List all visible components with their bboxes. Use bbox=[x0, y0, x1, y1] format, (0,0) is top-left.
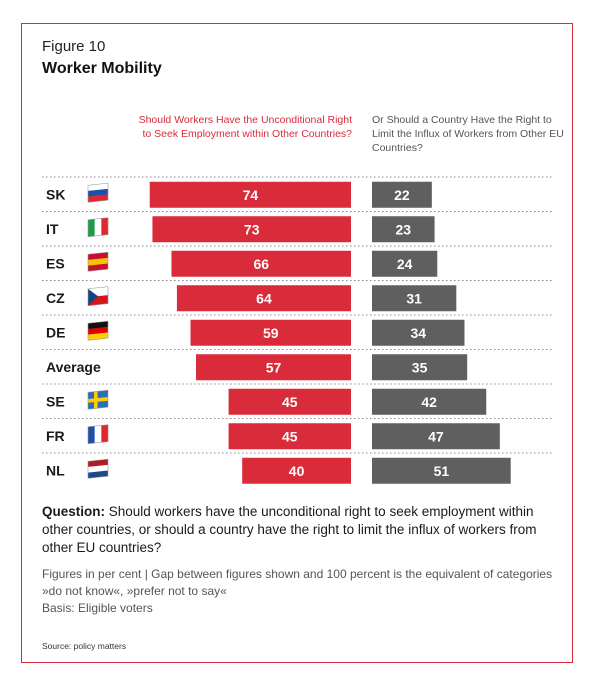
category-label: IT bbox=[46, 221, 59, 237]
bar-left-value: 40 bbox=[289, 463, 305, 479]
left-column-header: Should Workers Have the Unconditional Ri… bbox=[138, 114, 352, 140]
bar-left-value: 57 bbox=[266, 359, 282, 375]
bar-left-value: 74 bbox=[243, 187, 259, 203]
bar-left-value: 45 bbox=[282, 394, 298, 410]
bar-left-es bbox=[171, 250, 351, 277]
bar-right-average bbox=[372, 354, 468, 381]
figure-frame: Figure 10 Worker Mobility Should Workers… bbox=[21, 23, 573, 663]
flag-spain-icon bbox=[87, 251, 109, 272]
bar-left-value: 73 bbox=[244, 221, 260, 237]
flag-czechia-icon bbox=[87, 286, 109, 307]
bar-right-de bbox=[372, 319, 465, 346]
bar-chart-svg: SK 74 22 IT 73 23 ES 66 24 CZ 64 31 DE 59 34 Average 57 3… bbox=[42, 176, 554, 484]
figure-label: Figure 10 bbox=[42, 38, 106, 55]
category-label: ES bbox=[46, 255, 65, 271]
bar-right-value: 47 bbox=[428, 428, 444, 444]
flag-germany-icon bbox=[87, 320, 109, 341]
bar-right-it bbox=[372, 216, 435, 243]
bar-left-it bbox=[152, 216, 351, 243]
flag-sweden-icon bbox=[87, 389, 109, 410]
category-label: SE bbox=[46, 393, 65, 409]
bar-right-nl bbox=[372, 457, 511, 484]
bar-right-cz bbox=[372, 285, 457, 312]
question-label: Question: bbox=[42, 504, 105, 519]
figure-title: Worker Mobility bbox=[42, 60, 162, 77]
bar-chart: SK 74 22 IT 73 23 ES 66 24 CZ 64 31 DE 59 34 Average 57 3… bbox=[22, 174, 574, 484]
bar-left-value: 66 bbox=[253, 256, 269, 272]
flag-france-icon bbox=[87, 424, 109, 445]
flag-slovakia-icon bbox=[87, 182, 109, 203]
bar-right-value: 31 bbox=[406, 290, 422, 306]
bar-left-nl bbox=[242, 457, 351, 484]
bar-right-es bbox=[372, 250, 438, 277]
bar-right-value: 42 bbox=[421, 394, 437, 410]
bar-left-fr bbox=[228, 423, 351, 450]
flag-italy-icon bbox=[87, 217, 109, 238]
flag-netherlands-icon bbox=[87, 458, 109, 479]
question-body: Should workers have the unconditional ri… bbox=[42, 504, 537, 555]
category-label: SK bbox=[46, 186, 65, 202]
bar-left-de bbox=[190, 319, 351, 346]
category-label: FR bbox=[46, 428, 65, 444]
bar-left-sk bbox=[149, 181, 351, 208]
bar-right-value: 23 bbox=[395, 221, 411, 237]
bar-right-value: 35 bbox=[412, 359, 428, 375]
question-text: Question: Should workers have the uncond… bbox=[42, 503, 562, 557]
bar-right-fr bbox=[372, 423, 500, 450]
source-note: Source: policy matters bbox=[42, 641, 127, 651]
notes: Figures in per cent | Gap between figure… bbox=[42, 566, 562, 617]
bar-right-value: 24 bbox=[397, 256, 413, 272]
bar-left-se bbox=[228, 388, 351, 415]
notes-line-2: Basis: Eligible voters bbox=[42, 601, 153, 615]
bar-right-value: 51 bbox=[434, 463, 450, 479]
bar-right-value: 22 bbox=[394, 187, 410, 203]
category-label: NL bbox=[46, 462, 65, 478]
bar-right-sk bbox=[372, 181, 432, 208]
bar-left-value: 45 bbox=[282, 428, 298, 444]
bar-left-average bbox=[195, 354, 351, 381]
category-label: DE bbox=[46, 324, 65, 340]
right-column-header: Or Should a Country Have the Right to Li… bbox=[372, 114, 564, 154]
bar-right-value: 34 bbox=[410, 325, 426, 341]
bar-left-value: 64 bbox=[256, 290, 272, 306]
category-label: Average bbox=[46, 359, 101, 375]
bar-left-value: 59 bbox=[263, 325, 279, 341]
notes-line-1: Figures in per cent | Gap between figure… bbox=[42, 567, 553, 598]
category-label: CZ bbox=[46, 290, 65, 306]
bar-right-se bbox=[372, 388, 487, 415]
bar-left-cz bbox=[176, 285, 351, 312]
